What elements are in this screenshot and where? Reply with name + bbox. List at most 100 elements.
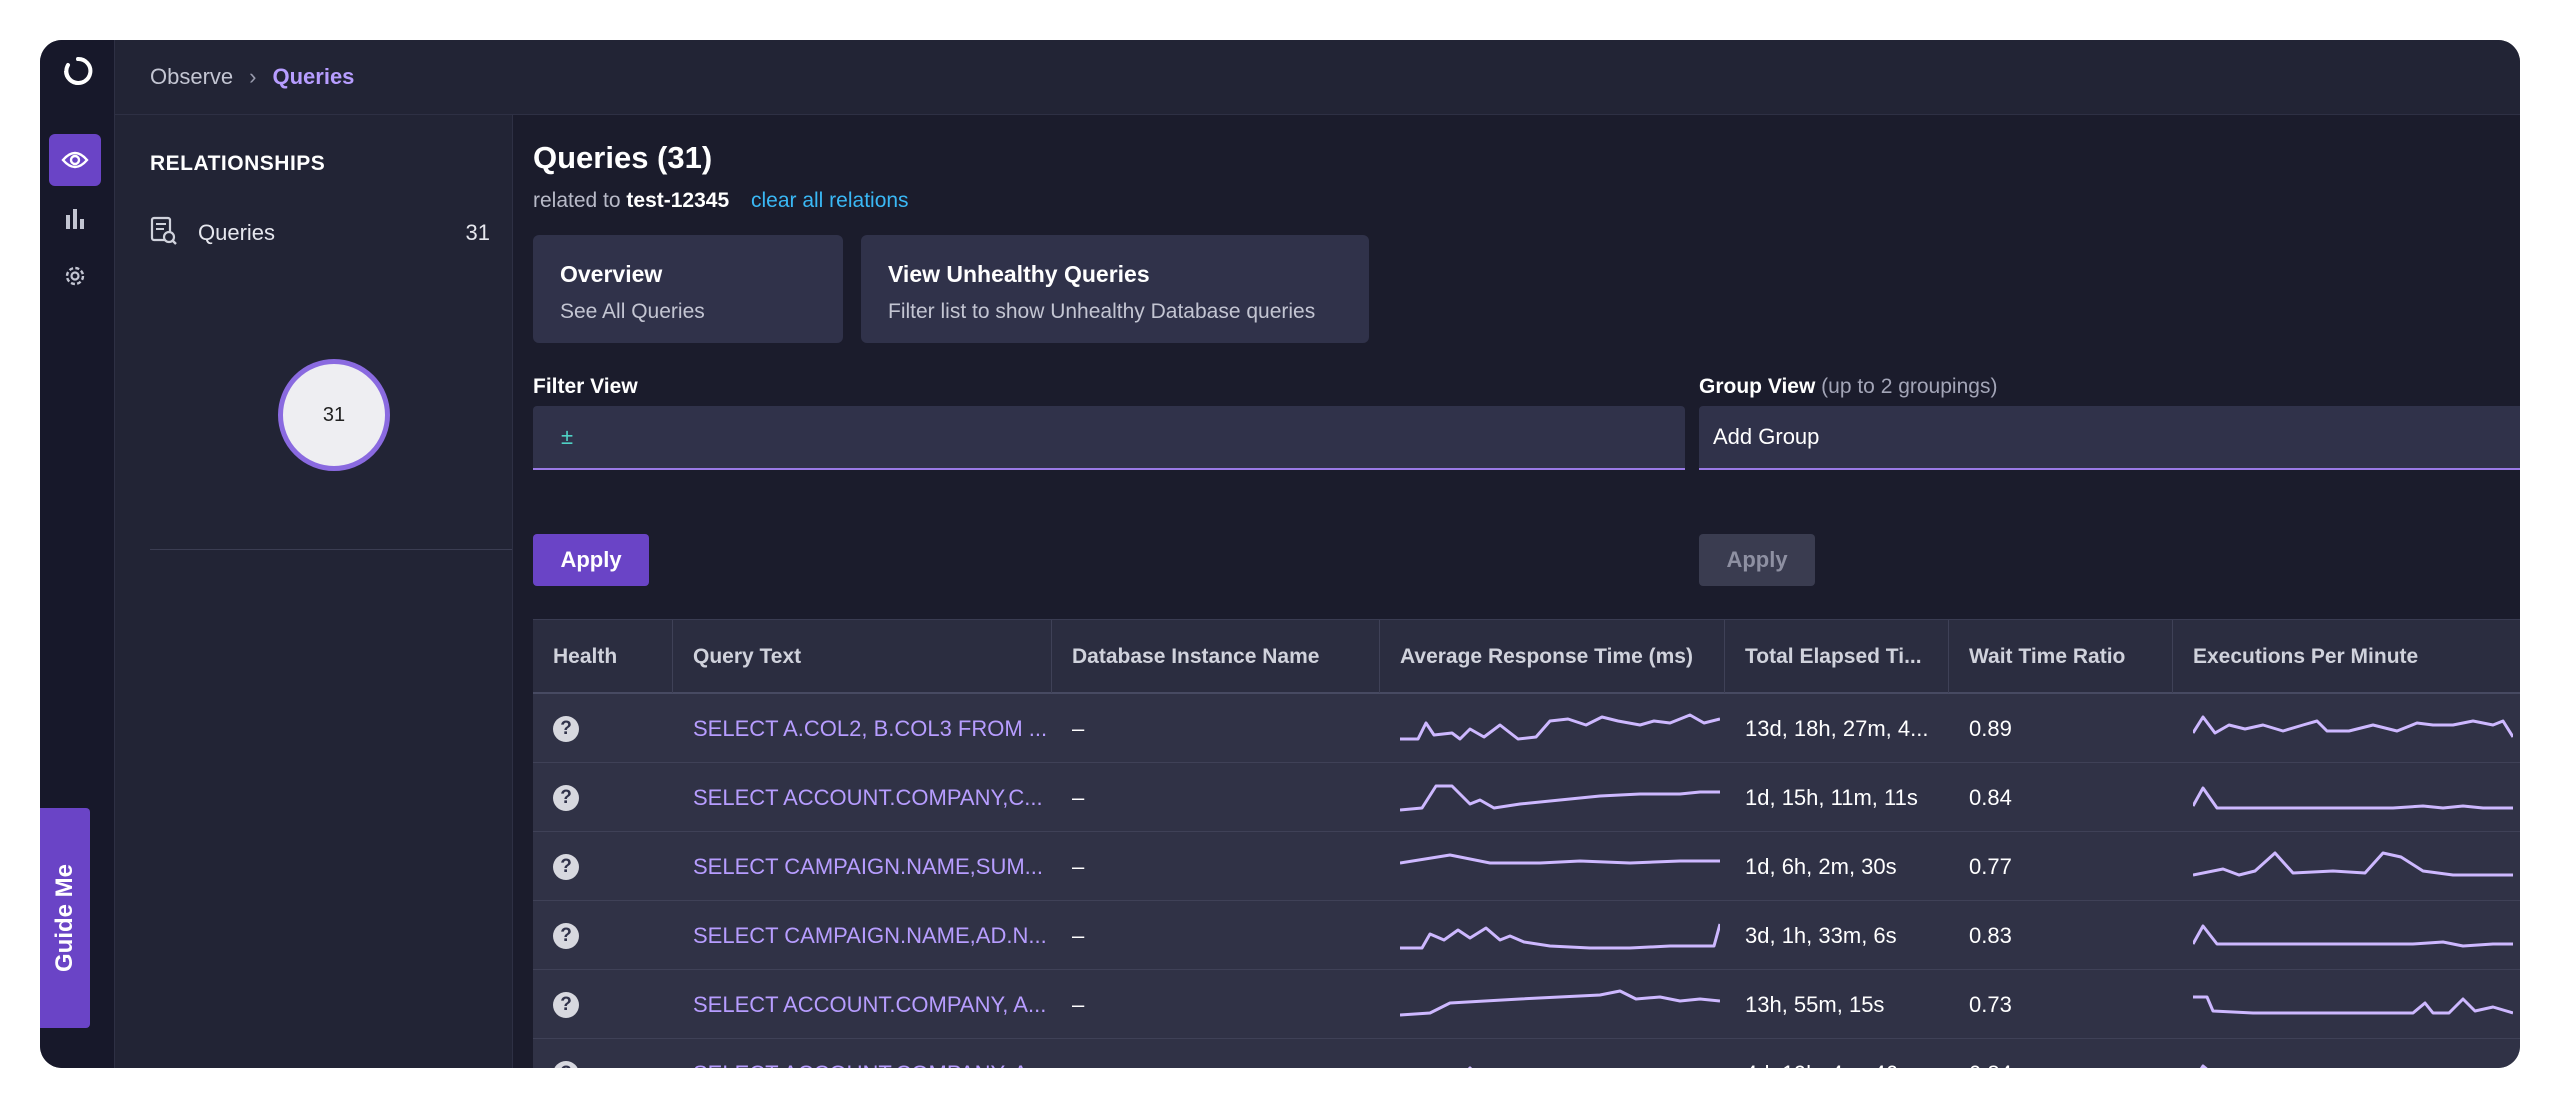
main-content: Queries (31) related to test-12345 clear… — [513, 115, 2520, 1068]
table-row[interactable]: ? SELECT CAMPAIGN.NAME,SUM... – 1d, 6h, 2m,… — [533, 832, 2520, 901]
filter-view-input[interactable]: ± — [533, 406, 1685, 470]
executions-sparkline — [2173, 1039, 2520, 1068]
executions-sparkline — [2173, 832, 2520, 901]
unhealthy-queries-card[interactable]: View Unhealthy Queries Filter list to sh… — [861, 235, 1369, 343]
group-apply-button[interactable]: Apply — [1699, 534, 1815, 586]
health-cell: ? — [533, 763, 673, 832]
table-row[interactable]: ? SELECT ACCOUNT.COMPANY,C... – 1d, 15h, 11… — [533, 763, 2520, 832]
total-elapsed-cell: 13h, 55m, 15s — [1745, 991, 1885, 1017]
help-circle-icon[interactable]: ? — [553, 715, 579, 742]
relationship-item-queries[interactable]: Queries 31 — [150, 215, 490, 251]
divider — [150, 549, 512, 550]
help-circle-icon[interactable]: ? — [553, 991, 579, 1018]
group-view-select[interactable]: Add Group — [1699, 406, 2520, 470]
chevron-right-icon: › — [249, 64, 257, 89]
database-instance-cell: – — [1072, 991, 1085, 1017]
breadcrumb: Observe › Queries — [115, 40, 2520, 115]
filter-input-value: ± — [561, 424, 574, 449]
executions-sparkline — [2173, 970, 2520, 1039]
wait-time-ratio-cell: 0.84 — [1949, 1039, 2173, 1069]
logo-icon[interactable] — [63, 56, 93, 86]
help-circle-icon[interactable]: ? — [553, 1060, 579, 1068]
breadcrumb-queries[interactable]: Queries — [272, 64, 355, 89]
queries-table: Health Query Text Database Instance Name… — [533, 619, 2520, 1068]
column-header-database-instance[interactable]: Database Instance Name — [1052, 620, 1380, 693]
unhealthy-card-title: View Unhealthy Queries — [888, 261, 1150, 287]
query-text-link[interactable]: SELECT ACCOUNT.COMPANY,C... — [693, 784, 1043, 810]
executions-sparkline — [2173, 694, 2520, 763]
relationships-title: RELATIONSHIPS — [150, 152, 326, 175]
wait-time-ratio-cell: 0.84 — [1969, 784, 2012, 810]
filter-apply-button[interactable]: Apply — [533, 534, 649, 586]
table-row[interactable]: ? SELECT CAMPAIGN.NAME,AD.N... – 3d, 1h, 33… — [533, 901, 2520, 970]
column-header-query-text[interactable]: Query Text — [673, 620, 1052, 693]
database-instance-cell: – — [1072, 922, 1085, 948]
table-row[interactable]: ? SELECT ACCOUNT.COMPANY, A... – 13h, 55m, … — [533, 970, 2520, 1039]
relationship-graph-node[interactable]: 31 — [278, 359, 390, 471]
wait-time-ratio-cell: 0.83 — [1969, 922, 2012, 948]
overview-card-title: Overview — [560, 261, 663, 287]
database-instance-cell: – — [1052, 1039, 1380, 1069]
avg-response-sparkline — [1380, 763, 1725, 832]
table-header: Health Query Text Database Instance Name… — [533, 619, 2520, 694]
total-elapsed-cell: 3d, 1h, 33m, 6s — [1745, 922, 1897, 948]
avg-response-sparkline — [1380, 1039, 1725, 1068]
query-text-link[interactable]: SELECT A.COL2, B.COL3 FROM ... — [693, 715, 1048, 741]
relationships-panel: RELATIONSHIPS Queries 31 31 — [115, 115, 513, 1068]
unhealthy-card-subtitle: Filter list to show Unhealthy Database q… — [888, 300, 1316, 323]
clear-all-relations-link[interactable]: clear all relations — [750, 189, 909, 212]
related-entity: test-12345 — [626, 189, 730, 212]
health-cell: ? — [533, 1039, 673, 1068]
database-instance-cell: – — [1072, 715, 1085, 741]
avg-response-sparkline — [1380, 901, 1725, 970]
nav-rail: Guide Me — [40, 40, 115, 1068]
guide-me-label: Guide Me — [51, 863, 79, 973]
settings-gear-icon[interactable] — [49, 250, 101, 302]
analytics-bar-chart-icon[interactable] — [49, 192, 101, 244]
wait-time-ratio-cell: 0.77 — [1969, 853, 2012, 879]
group-view-label: Group View (up to 2 groupings) — [1699, 375, 1997, 399]
group-view-label-text: Group View — [1699, 375, 1816, 398]
total-elapsed-cell: 4d, 19h, 4m, 46s — [1725, 1039, 1949, 1069]
page-title: Queries (31) — [533, 140, 713, 175]
avg-response-sparkline — [1380, 832, 1725, 901]
relationship-item-count: 31 — [465, 220, 490, 245]
group-select-value: Add Group — [1713, 424, 1820, 449]
total-elapsed-cell: 13d, 18h, 27m, 4... — [1745, 715, 1929, 741]
column-header-health[interactable]: Health — [533, 620, 673, 693]
breadcrumb-observe[interactable]: Observe — [150, 64, 234, 89]
overview-card[interactable]: Overview See All Queries — [533, 235, 843, 343]
table-row[interactable]: ? SELECT ACCOUNT.COMPANY, A...– 4d, 19h, 4… — [533, 1039, 2520, 1068]
related-prefix: related to — [533, 189, 621, 212]
wait-time-ratio-cell: 0.73 — [1969, 991, 2012, 1017]
related-to-line: related to test-12345 clear all relation… — [533, 189, 909, 213]
query-text-link[interactable]: SELECT CAMPAIGN.NAME,SUM... — [693, 853, 1044, 879]
app-window: Guide Me Observe › Queries RELATIONSHIPS… — [40, 40, 2520, 1068]
total-elapsed-cell: 1d, 6h, 2m, 30s — [1745, 853, 1897, 879]
health-cell: ? — [533, 832, 673, 901]
help-circle-icon[interactable]: ? — [553, 784, 579, 811]
health-cell: ? — [533, 901, 673, 970]
column-header-executions-per-minute[interactable]: Executions Per Minute — [2193, 644, 2419, 668]
observe-eye-icon[interactable] — [49, 134, 101, 186]
database-instance-cell: – — [1072, 784, 1085, 810]
column-header-total-elapsed[interactable]: Total Elapsed Ti... — [1725, 620, 1949, 693]
health-cell: ? — [533, 970, 673, 1039]
database-instance-cell: – — [1072, 853, 1085, 879]
guide-me-button[interactable]: Guide Me — [40, 808, 90, 1028]
column-header-wait-time-ratio[interactable]: Wait Time Ratio — [1949, 620, 2173, 693]
query-list-icon — [150, 216, 178, 251]
avg-response-sparkline — [1380, 970, 1725, 1039]
query-text-link[interactable]: SELECT CAMPAIGN.NAME,AD.N... — [693, 922, 1047, 948]
executions-sparkline — [2173, 763, 2520, 832]
column-header-avg-response-time[interactable]: Average Response Time (ms) — [1380, 620, 1725, 693]
relationship-node-count: 31 — [322, 403, 346, 426]
help-circle-icon[interactable]: ? — [553, 853, 579, 880]
query-text-link[interactable]: SELECT ACCOUNT.COMPANY, A... — [693, 991, 1047, 1017]
table-row[interactable]: ? SELECT A.COL2, B.COL3 FROM ... – 13d, 18h… — [533, 694, 2520, 763]
filter-view-label: Filter View — [533, 375, 638, 398]
avg-response-sparkline — [1380, 694, 1725, 763]
query-text-link[interactable]: SELECT ACCOUNT.COMPANY, A... — [673, 1039, 1052, 1069]
executions-sparkline — [2173, 901, 2520, 970]
help-circle-icon[interactable]: ? — [553, 922, 579, 949]
